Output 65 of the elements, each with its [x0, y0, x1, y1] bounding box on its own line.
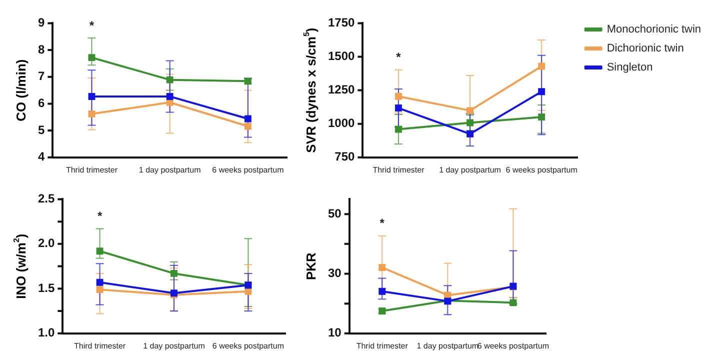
y-tick-label: 6 [38, 96, 45, 110]
point [394, 104, 402, 112]
point [378, 288, 386, 295]
point [166, 98, 174, 106]
point [166, 76, 174, 84]
point [244, 115, 252, 122]
y-tick-label: 2.5 [38, 192, 55, 206]
point [394, 126, 402, 133]
y-axis-title: PKR [304, 252, 319, 280]
y-tick-label: 7 [38, 69, 45, 84]
x-tick-label: 6 weeks postpartum [477, 341, 550, 350]
point [244, 122, 252, 130]
point [96, 248, 104, 255]
point [88, 110, 96, 118]
y-tick-label: 1750 [328, 16, 356, 30]
y-tick-label: 8 [38, 42, 45, 56]
y-tick-label: 1.5 [38, 280, 55, 295]
point [88, 54, 96, 62]
point [244, 288, 252, 295]
x-tick-label: 1 day postpartum [416, 341, 479, 350]
annotation: * [396, 50, 402, 64]
point [96, 278, 104, 286]
y-tick-label: 1500 [328, 49, 356, 64]
x-tick-label: 6 weeks postpartum [212, 341, 284, 350]
y-axis-title: INO (w/m2) [12, 234, 29, 299]
y-tick-label: 2.0 [38, 236, 55, 250]
y-tick-label: 750 [334, 150, 356, 164]
x-tick-label: Third trimester [74, 341, 126, 350]
y-tick-label: 1250 [328, 82, 356, 97]
y-tick-label: 9 [38, 16, 45, 30]
y-axis-title: CO (l/min) [14, 59, 29, 122]
x-tick-label: 6 weeks postpartum [212, 165, 284, 174]
point [88, 93, 96, 100]
legend-label: Monochorionic twin [606, 24, 701, 36]
y-tick-label: 5 [38, 122, 45, 137]
legend-label: Dichorionic twin [606, 42, 684, 55]
point [466, 130, 474, 138]
annotation: * [380, 216, 385, 230]
x-tick-label: 6 weeks postpartum [506, 165, 578, 174]
x-tick-label: 1 day postpartum [143, 341, 206, 350]
point [96, 286, 104, 294]
annotation: * [89, 18, 94, 32]
x-tick-label: Thrid trimester [356, 341, 408, 350]
point [394, 92, 402, 100]
point [466, 119, 474, 126]
y-tick-label: 1000 [328, 116, 356, 130]
point [166, 93, 174, 100]
point [466, 107, 474, 114]
x-tick-label: Thrid trimester [66, 165, 118, 174]
point [378, 264, 386, 271]
point [170, 270, 178, 277]
y-tick-label: 10 [328, 326, 342, 340]
y-tick-label: 50 [328, 206, 342, 220]
x-tick-label: 1 day postpartum [138, 165, 202, 174]
y-axis-title: SVR (dynes x s/cm5) [302, 28, 319, 153]
x-tick-label: 1 day postpartum [439, 165, 502, 174]
y-tick-label: 1.0 [38, 326, 55, 340]
legend-label: Singleton [606, 62, 653, 74]
y-tick-label: 30 [328, 266, 342, 280]
annotation: * [97, 209, 102, 224]
point [538, 114, 546, 120]
point [538, 88, 546, 96]
x-tick-label: Thrid trimester [372, 165, 425, 174]
y-tick-label: 4 [38, 150, 45, 164]
point [538, 62, 546, 70]
